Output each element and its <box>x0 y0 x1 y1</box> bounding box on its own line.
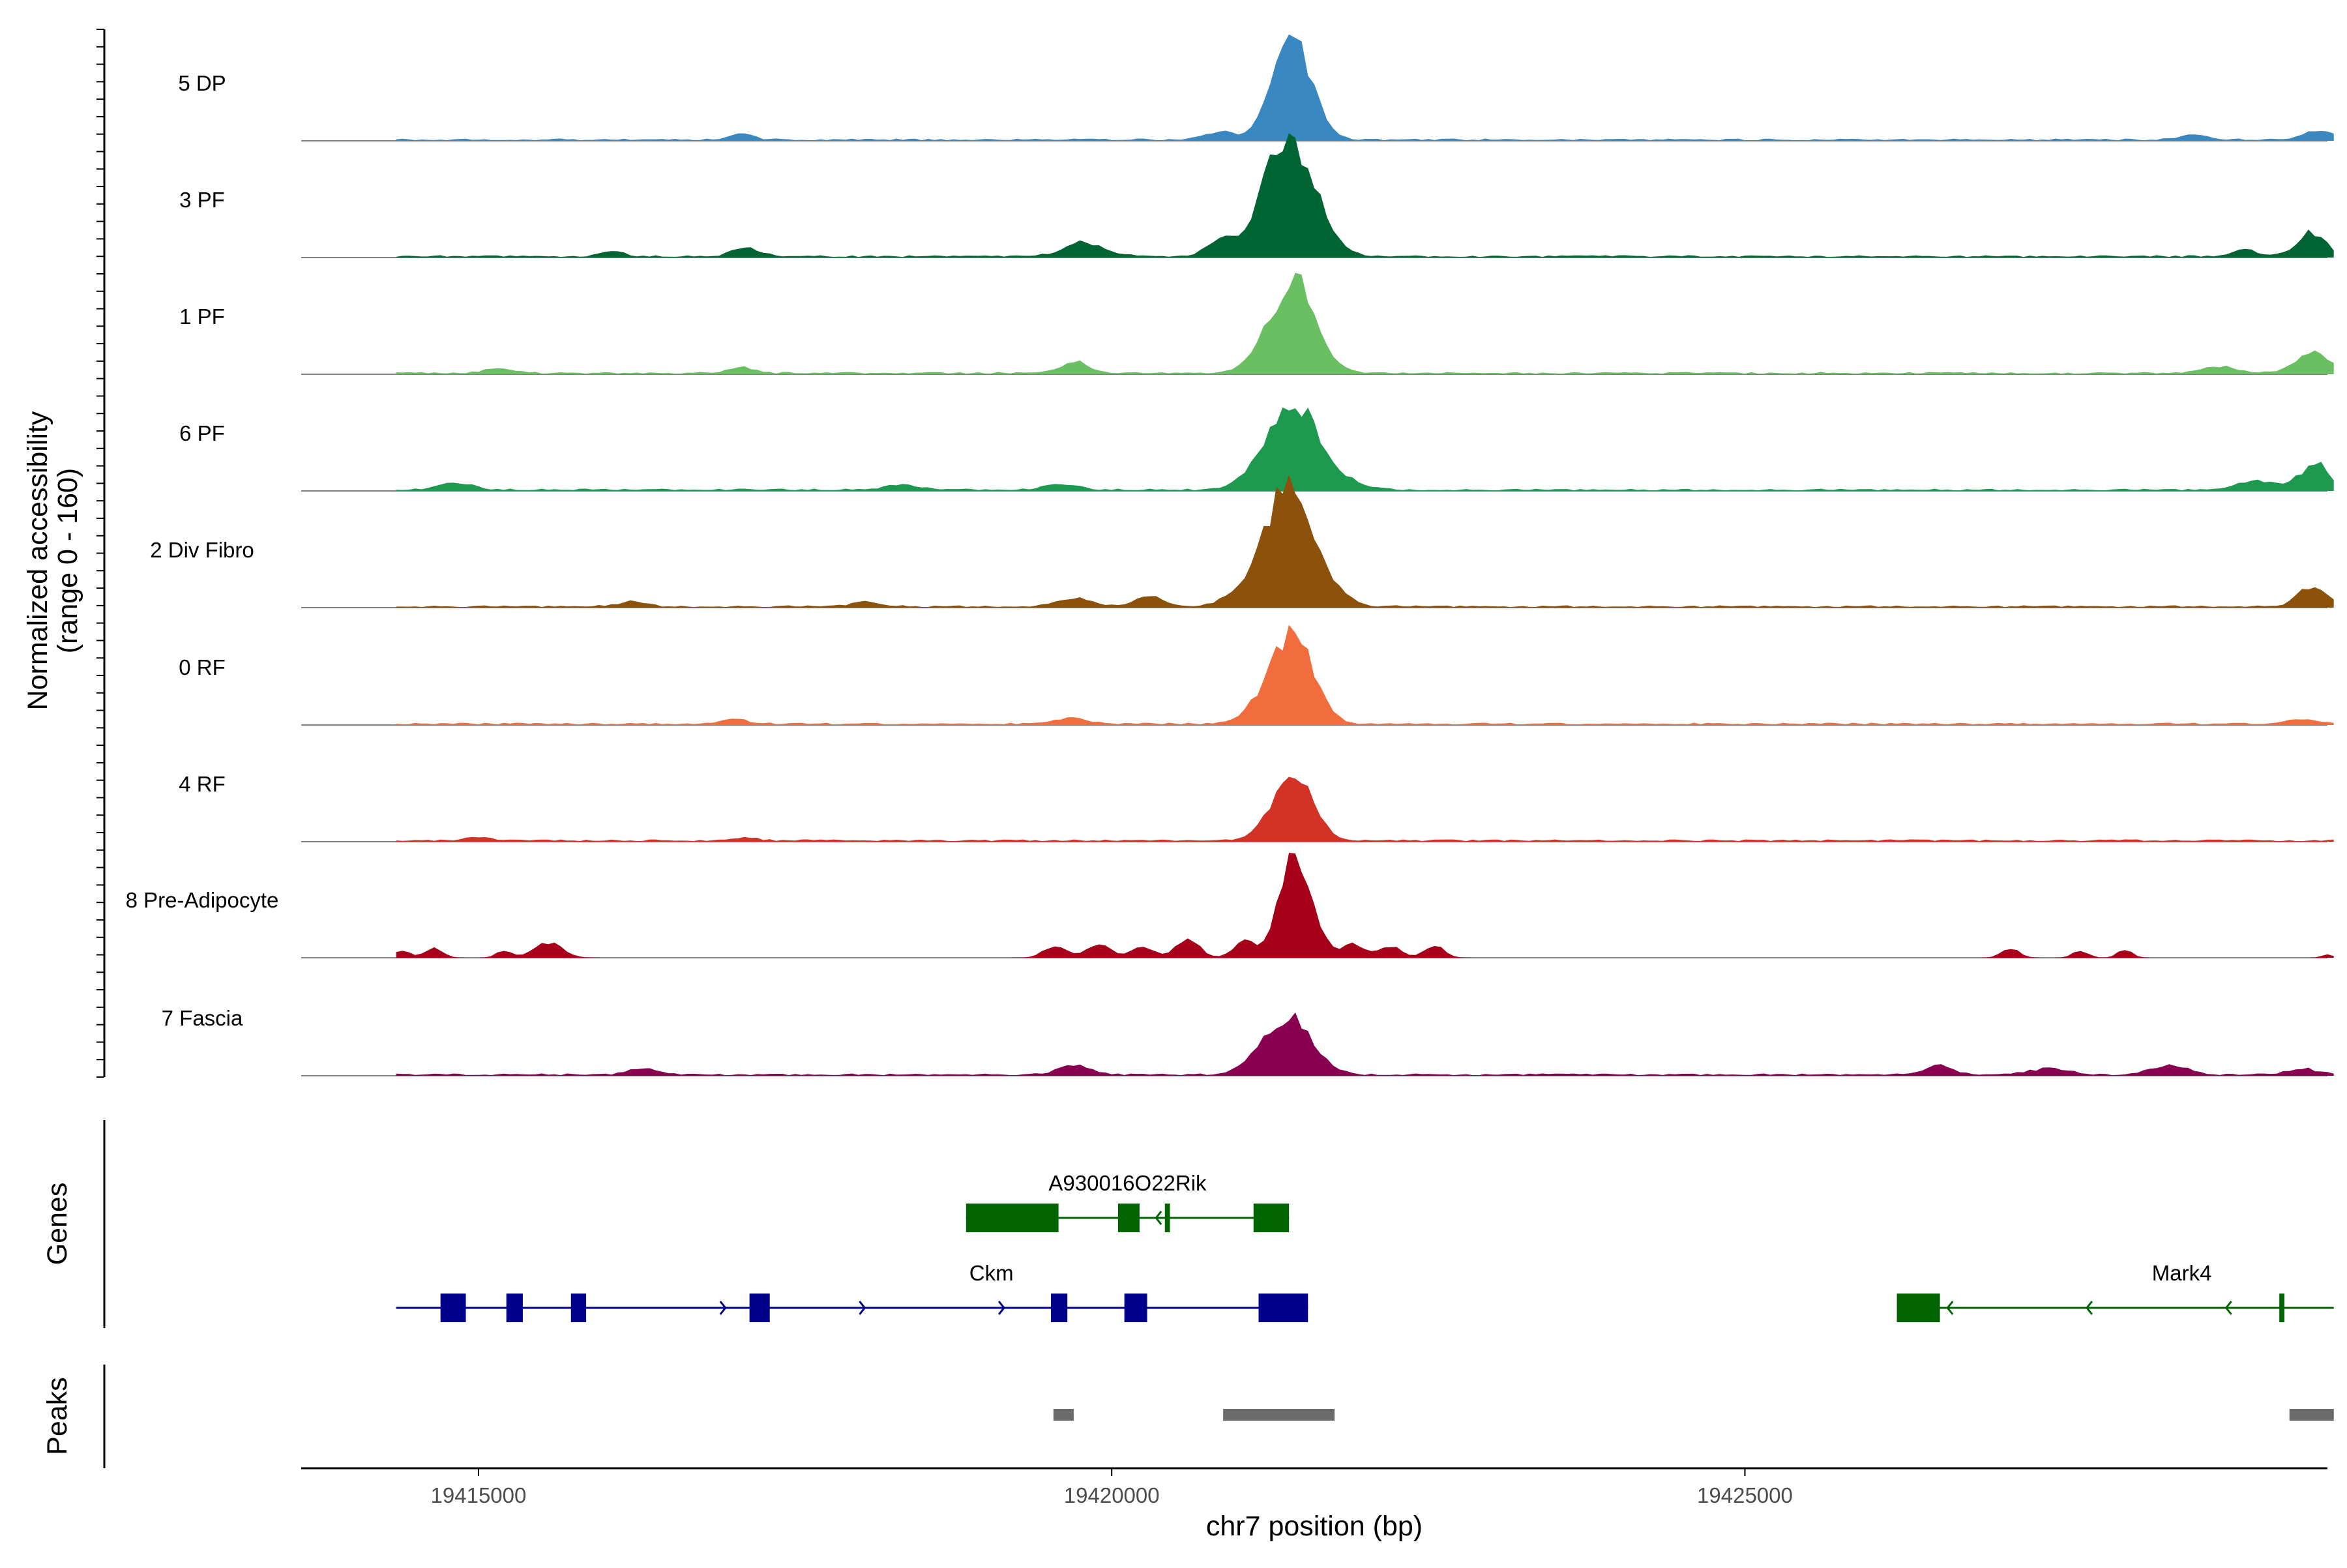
genes-track: Genes A930016O22Rik Ckm Mark4 <box>42 1120 2334 1328</box>
gene-name-label: Ckm <box>969 1261 1014 1285</box>
exon-block <box>1258 1294 1308 1322</box>
track-label: 0 RF <box>179 655 226 679</box>
peak-region <box>1223 1409 1335 1421</box>
strand-arrow <box>997 1301 1006 1315</box>
exon-block <box>1164 1204 1170 1232</box>
exon-block <box>506 1294 523 1322</box>
coverage-track: 7 Fascia <box>162 1006 2334 1076</box>
exon-block <box>1050 1294 1068 1322</box>
coverage-track: 1 PF <box>179 273 2334 375</box>
exon-block <box>570 1294 587 1322</box>
coverage-area <box>396 853 2334 958</box>
coverage-area <box>396 777 2334 842</box>
coverage-area <box>396 273 2334 374</box>
exon-block <box>1117 1204 1140 1232</box>
y-axis-title-line2: (range 0 - 160) <box>52 468 83 653</box>
gene-model: A930016O22Rik <box>966 1171 1290 1232</box>
exon-block <box>2279 1294 2284 1322</box>
x-axis: chr7 position (bp) 19415000 19420000 19425… <box>301 1467 2327 1542</box>
exon-block <box>749 1294 770 1322</box>
x-axis-title: chr7 position (bp) <box>1206 1511 1423 1542</box>
gene-model: Ckm <box>396 1261 1308 1322</box>
y-axis-title-line1: Normalized accessibility <box>22 411 53 710</box>
strand-arrow <box>2086 1301 2093 1315</box>
coverage-track: 8 Pre-Adipocyte <box>126 853 2334 958</box>
track-label: 2 Div Fibro <box>150 538 254 562</box>
track-label: 4 RF <box>179 772 226 796</box>
gene-name-label: A930016O22Rik <box>1048 1171 1207 1195</box>
exon-block <box>1124 1294 1147 1322</box>
strand-arrow <box>1946 1301 1954 1315</box>
peak-region <box>1053 1409 1074 1421</box>
track-label: 3 PF <box>179 188 225 212</box>
strand-arrow <box>2224 1301 2232 1315</box>
exon-block <box>440 1294 466 1322</box>
coverage-track: 2 Div Fibro <box>150 475 2334 608</box>
x-tick-label: 19415000 <box>431 1483 527 1507</box>
peak-region <box>2289 1409 2334 1421</box>
strand-arrow <box>1155 1211 1162 1225</box>
coverage-tracks: 5 DP 3 PF 1 PF 6 PF 2 Div Fibro 0 RF 4 RF 8 Pre… <box>126 34 2334 1076</box>
strand-arrow <box>719 1301 727 1315</box>
exon-block <box>1897 1294 1940 1322</box>
coverage-track: 6 PF <box>179 407 2334 492</box>
exon-block <box>1253 1204 1290 1232</box>
gene-name-label: Mark4 <box>2152 1261 2212 1285</box>
coverage-area <box>396 407 2334 491</box>
track-label: 6 PF <box>179 421 225 445</box>
strand-arrow <box>859 1301 866 1315</box>
coverage-area <box>396 475 2334 608</box>
y-axis-area: Normalized accessibility (range 0 - 160) <box>22 29 106 1078</box>
genes-track-label: Genes <box>42 1183 73 1265</box>
coverage-area <box>396 34 2334 141</box>
track-label: 8 Pre-Adipocyte <box>126 888 279 912</box>
coverage-track: 3 PF <box>179 133 2334 258</box>
coverage-track: 0 RF <box>179 625 2334 726</box>
coverage-track: 4 RF <box>179 772 2334 842</box>
exon-block <box>966 1204 1059 1232</box>
x-tick-label: 19420000 <box>1064 1483 1160 1507</box>
coverage-track: 5 DP <box>178 34 2334 141</box>
coverage-area <box>396 133 2334 258</box>
track-label: 5 DP <box>178 71 226 95</box>
coverage-area <box>396 625 2334 725</box>
track-label: 1 PF <box>179 304 225 329</box>
gene-model: Mark4 <box>1897 1261 2334 1322</box>
peaks-track: Peaks <box>42 1365 2334 1468</box>
track-label: 7 Fascia <box>162 1006 243 1030</box>
peaks-track-label: Peaks <box>42 1377 73 1455</box>
coverage-area <box>396 1012 2334 1076</box>
x-tick-label: 19425000 <box>1697 1483 1793 1507</box>
